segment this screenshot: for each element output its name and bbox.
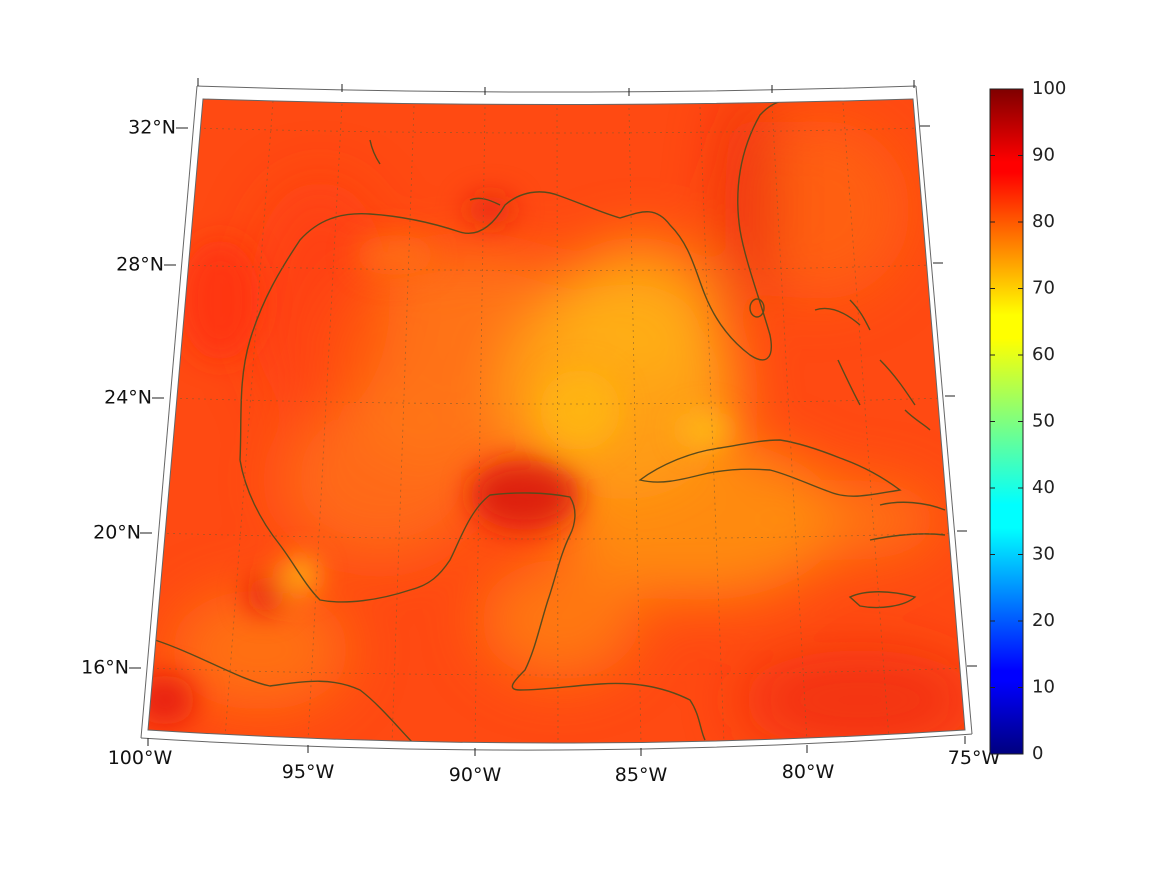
lat-label-20n: 20°N <box>93 522 141 544</box>
lon-label-75w: 75°W <box>948 747 1001 769</box>
coastlines <box>154 99 946 743</box>
colorbar-tick-label: 60 <box>1032 344 1055 365</box>
lon-label-90w: 90°W <box>449 764 502 786</box>
colorbar-tick-label: 50 <box>1032 411 1055 432</box>
colorbar-tick-label: 10 <box>1032 677 1055 698</box>
colorbar: 0 10 20 30 40 50 60 70 80 90 100 <box>989 78 1066 764</box>
lon-label-85w: 85°W <box>615 764 668 786</box>
colorbar-tick-label: 90 <box>1032 145 1055 166</box>
lon-label-95w: 95°W <box>282 761 335 783</box>
colorbar-tick-label: 80 <box>1032 211 1055 232</box>
lon-label-100w: 100°W <box>108 747 173 769</box>
lat-label-28n: 28°N <box>116 254 164 276</box>
colorbar-ticks <box>990 88 1023 755</box>
colorbar-tick-label: 40 <box>1032 477 1055 498</box>
lat-label-16n: 16°N <box>81 657 129 679</box>
colorbar-tick-label: 100 <box>1032 78 1066 99</box>
colorbar-tick-label: 30 <box>1032 544 1055 565</box>
colorbar-tick-label: 20 <box>1032 610 1055 631</box>
colorbar-gradient <box>989 88 1024 755</box>
lon-label-80w: 80°W <box>782 761 835 783</box>
graticule <box>148 100 965 743</box>
lat-label-24n: 24°N <box>104 387 152 409</box>
lat-label-32n: 32°N <box>128 117 176 139</box>
map-frame <box>140 85 973 751</box>
colorbar-labels: 0 10 20 30 40 50 60 70 80 90 100 <box>1032 78 1066 764</box>
colorbar-tick-label: 0 <box>1032 743 1043 764</box>
colorbar-tick-label: 70 <box>1032 278 1055 299</box>
data-field <box>148 99 965 743</box>
axis-ticks <box>129 78 977 756</box>
